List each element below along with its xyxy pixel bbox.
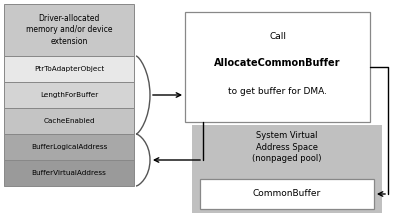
Bar — [4, 82, 134, 108]
Text: Driver-allocated
memory and/or device
extension: Driver-allocated memory and/or device ex… — [26, 14, 112, 46]
Text: System Virtual
Address Space
(nonpaged pool): System Virtual Address Space (nonpaged p… — [252, 132, 322, 163]
Text: BufferLogicalAddress: BufferLogicalAddress — [31, 144, 107, 150]
Text: CommonBuffer: CommonBuffer — [253, 189, 321, 199]
Text: PtrToAdapterObject: PtrToAdapterObject — [34, 66, 104, 72]
Bar — [185, 12, 370, 122]
Text: CacheEnabled: CacheEnabled — [43, 118, 95, 124]
Text: BufferVirtualAddress: BufferVirtualAddress — [32, 170, 107, 176]
Bar — [4, 160, 134, 186]
Text: AllocateCommonBuffer: AllocateCommonBuffer — [214, 58, 341, 68]
Bar — [200, 179, 374, 209]
Bar — [192, 125, 382, 213]
Text: Call: Call — [269, 32, 286, 41]
Bar — [4, 108, 134, 134]
Bar — [4, 56, 134, 82]
Text: LengthForBuffer: LengthForBuffer — [40, 92, 98, 98]
Bar — [4, 4, 134, 56]
Text: to get buffer for DMA.: to get buffer for DMA. — [228, 87, 327, 96]
Bar — [4, 134, 134, 160]
